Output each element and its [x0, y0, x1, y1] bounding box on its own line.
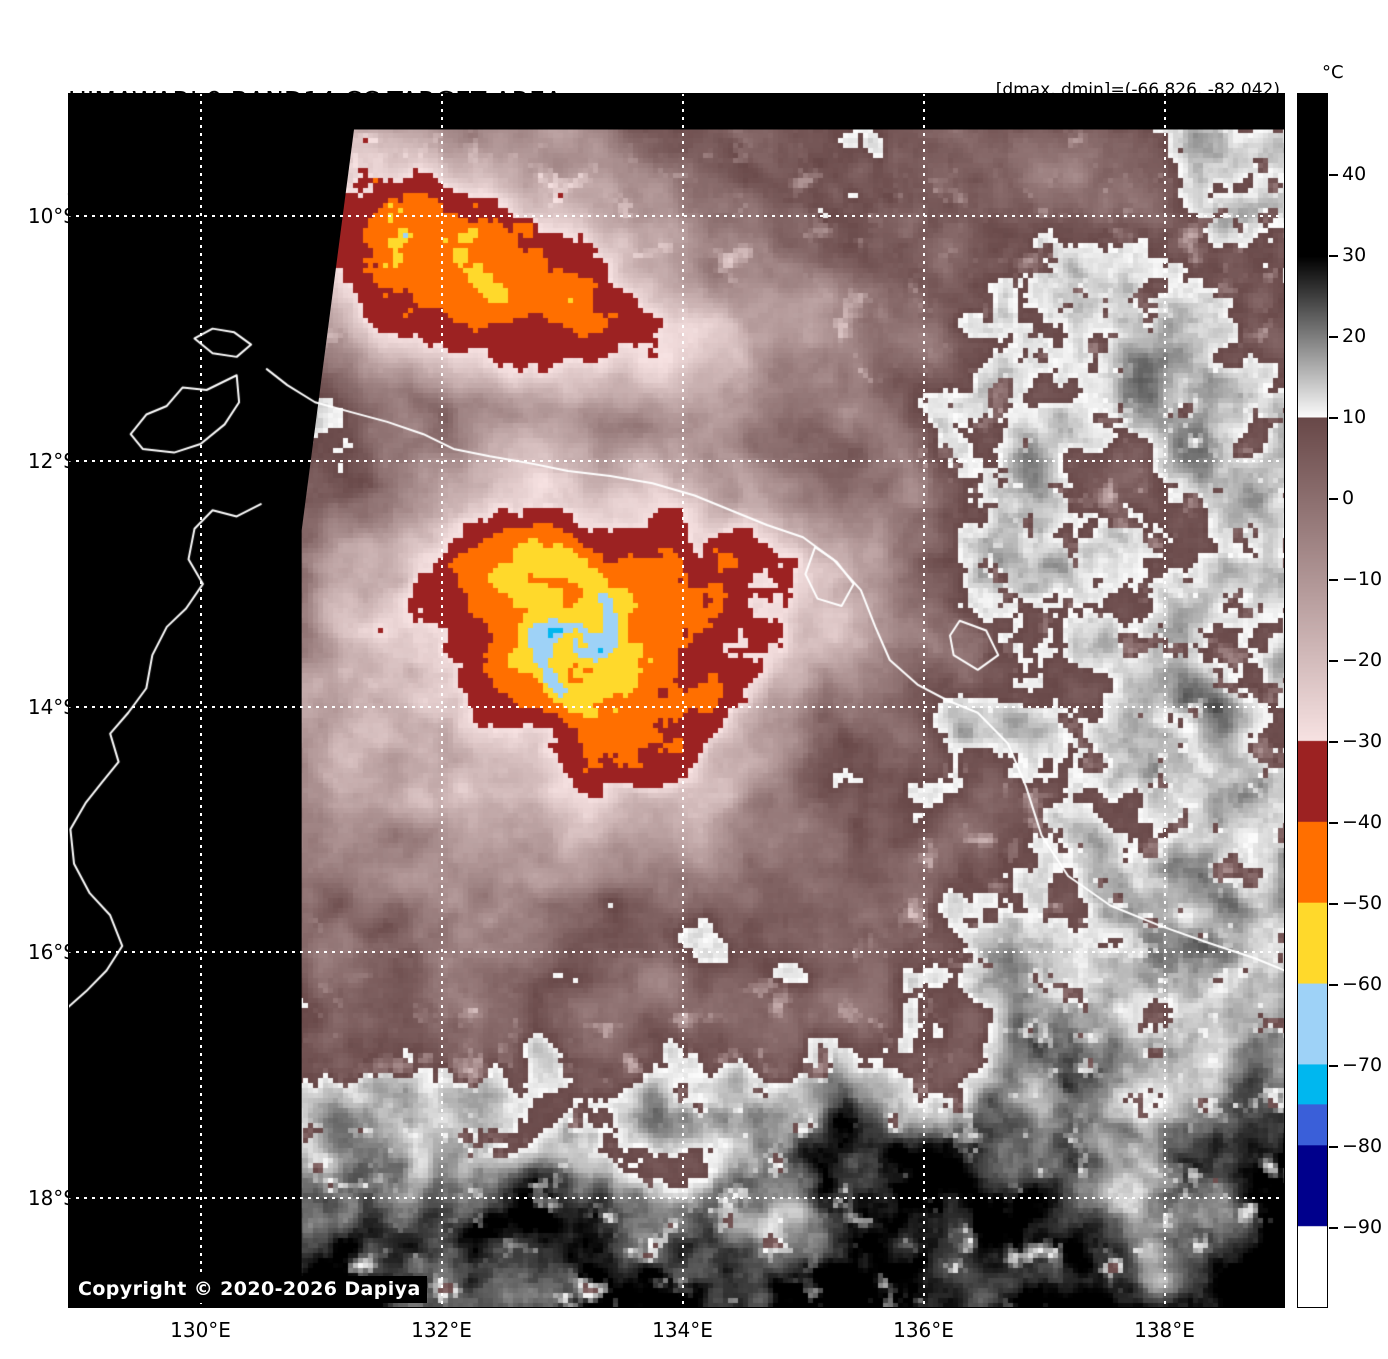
colorbar-tick-mark [1329, 741, 1338, 743]
lat-tick-12°S: 12°S [27, 449, 76, 474]
colorbar-tick--80: −80 [1342, 1135, 1383, 1157]
temperature-colorbar[interactable] [1297, 93, 1328, 1308]
colorbar-tick--30: −30 [1342, 730, 1383, 752]
colorbar-tick-mark [1329, 1146, 1338, 1148]
lon-tick-136°E: 136°E [893, 1318, 954, 1342]
lat-tick-16°S: 16°S [27, 940, 76, 965]
lon-tick-134°E: 134°E [652, 1318, 713, 1342]
colorbar-tick-30: 30 [1342, 244, 1367, 266]
colorbar-tick--40: −40 [1342, 811, 1383, 833]
colorbar-tick--10: −10 [1342, 568, 1383, 590]
colorbar-tick-mark [1329, 822, 1338, 824]
copyright-notice: Copyright © 2020-2026 Dapiya [76, 1276, 427, 1303]
colorbar-tick-mark [1329, 660, 1338, 662]
lat-tick-10°S: 10°S [27, 203, 76, 228]
colorbar-tick-mark [1329, 1227, 1338, 1229]
colorbar-tick-10: 10 [1342, 406, 1367, 428]
colorbar-tick-20: 20 [1342, 325, 1367, 347]
lon-tick-138°E: 138°E [1134, 1318, 1195, 1342]
satellite-image-plot[interactable] [68, 93, 1285, 1308]
colorbar-tick-mark [1329, 1065, 1338, 1067]
colorbar-tick-mark [1329, 336, 1338, 338]
lon-tick-132°E: 132°E [411, 1318, 472, 1342]
colorbar-tick-mark [1329, 903, 1338, 905]
colorbar-tick--20: −20 [1342, 649, 1383, 671]
lon-tick-130°E: 130°E [170, 1318, 231, 1342]
colorbar-tick-mark [1329, 579, 1338, 581]
colorbar-tick-0: 0 [1342, 487, 1355, 509]
colorbar-tick-mark [1329, 255, 1338, 257]
colorbar-tick-40: 40 [1342, 163, 1367, 185]
colorbar-tick-mark [1329, 174, 1338, 176]
lat-tick-14°S: 14°S [27, 694, 76, 719]
colorbar-tick-mark [1329, 984, 1338, 986]
colorbar-tick--60: −60 [1342, 973, 1383, 995]
colorbar-tick--50: −50 [1342, 892, 1383, 914]
coastline-overlay [68, 93, 1285, 1308]
colorbar-tick--70: −70 [1342, 1054, 1383, 1076]
colorbar-tick--90: −90 [1342, 1216, 1383, 1238]
colorbar-unit-label: °C [1322, 62, 1344, 83]
colorbar-tick-mark [1329, 498, 1338, 500]
lat-tick-18°S: 18°S [27, 1185, 76, 1210]
colorbar-gradient [1298, 94, 1327, 1307]
colorbar-tick-mark [1329, 417, 1338, 419]
